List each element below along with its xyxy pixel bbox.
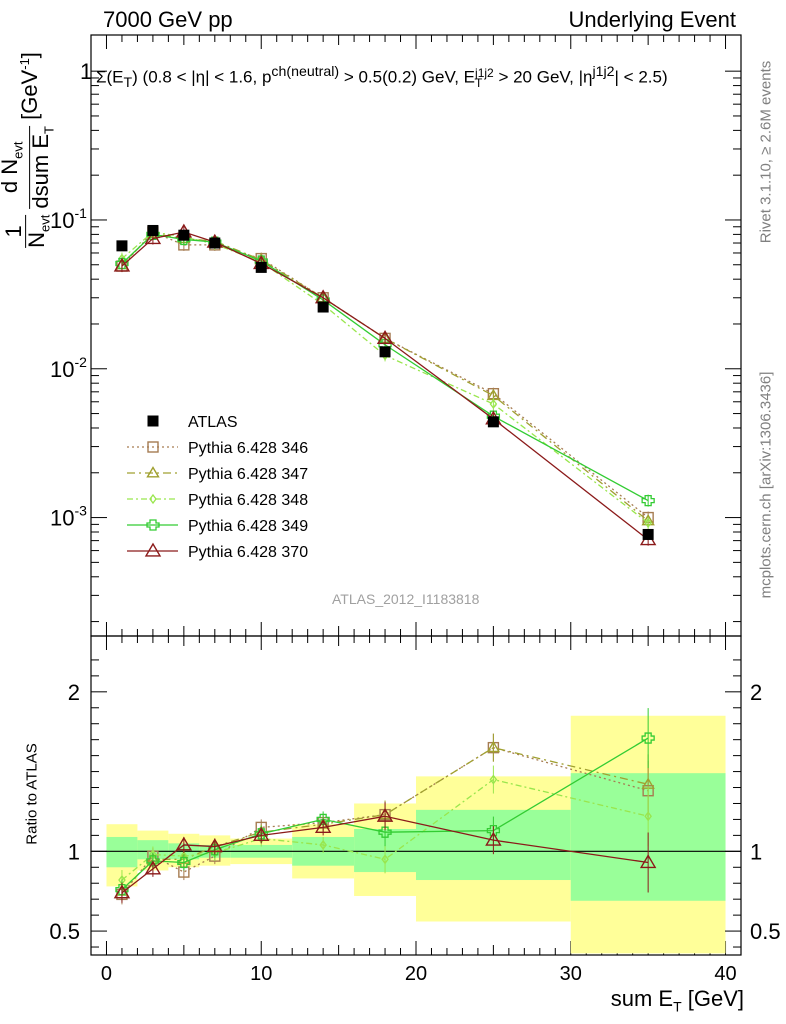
- atlas-data-point: [487, 416, 499, 428]
- y-tick-label: 10-2: [50, 354, 87, 382]
- ratio-data-point: [486, 740, 501, 753]
- x-tick-label: 0: [101, 963, 112, 985]
- header-right: Underlying Event: [568, 7, 736, 32]
- main-data-point: [489, 398, 498, 410]
- legend-marker: [149, 493, 157, 505]
- ratio-data-point: [381, 854, 389, 865]
- uncertainty-band-inner: [106, 836, 138, 868]
- ratio-y-tick-label-right: 0.5: [750, 919, 781, 944]
- atlas-data-point: [178, 229, 190, 241]
- ratio-data-point: [253, 826, 270, 841]
- atlas-data-point: [379, 346, 391, 358]
- ratio-data-point: [489, 774, 498, 785]
- watermark: ATLAS_2012_I1183818: [332, 591, 480, 607]
- main-data-point: [113, 257, 131, 272]
- legend-marker: [146, 466, 160, 478]
- ratio-data-point: [144, 860, 162, 875]
- atlas-data-point: [147, 224, 159, 236]
- legend-label: Pythia 6.428 349: [188, 518, 308, 535]
- y-tick-label: 1: [80, 59, 92, 84]
- ratio-y-tick-label-right: 1: [750, 839, 762, 864]
- atlas-data-point: [317, 301, 329, 313]
- ratio-y-axis-label: Ratio to ATLAS: [23, 743, 41, 845]
- ratio-data-point: [113, 884, 131, 899]
- legend-label: Pythia 6.428 346: [188, 440, 308, 457]
- ratio-data-point: [319, 839, 327, 851]
- legend-marker: [144, 542, 162, 557]
- ratio-data-point: [254, 828, 268, 840]
- ratio-plot-panel: 0 10 20 30 40 0.5 0.5 1 1 2 2: [49, 635, 781, 985]
- ratio-data-point: [376, 807, 394, 822]
- main-data-point: [641, 494, 655, 507]
- atlas-data-point: [642, 528, 654, 540]
- main-data-point: [144, 230, 162, 245]
- x-tick-label: 40: [714, 963, 736, 985]
- legend-marker: [147, 415, 159, 427]
- ratio-data-point: [115, 883, 129, 896]
- ratio-y-tick-label: 0.5: [49, 919, 80, 944]
- main-series-line: [121, 231, 649, 524]
- main-data-point: [376, 330, 394, 344]
- x-tick-label: 30: [560, 963, 582, 985]
- legend-label: Pythia 6.428 370: [188, 544, 308, 561]
- ratio-data-point: [485, 831, 502, 846]
- main-data-point: [115, 257, 129, 270]
- ratio-y-tick-label: 2: [68, 680, 80, 705]
- main-plot-panel: 10-3 10-2 10-1 1 ATLAS Pythia 6.428 346 Pythia…: [50, 34, 742, 955]
- ratio-data-point: [644, 811, 652, 822]
- legend-label: ATLAS: [188, 414, 238, 431]
- ratio-plot-frame: [90, 635, 742, 956]
- ratio-data-point: [206, 838, 224, 853]
- ratio-data-point: [314, 819, 332, 833]
- legend-marker: [146, 519, 160, 531]
- ratio-y-tick-label: 1: [68, 839, 80, 864]
- rivet-label: Rivet 3.1.10, ≥ 2.6M events: [757, 60, 775, 244]
- ratio-data-point: [378, 826, 392, 838]
- x-tick-label: 20: [405, 963, 427, 985]
- atlas-data-point: [255, 261, 267, 273]
- ratio-data-point: [177, 856, 191, 869]
- legend-marker: [147, 441, 159, 453]
- x-axis-label: sum ET [GeV]: [610, 986, 744, 1015]
- y-tick-label: 10-1: [50, 205, 87, 233]
- x-tick-label: 10: [250, 963, 272, 985]
- ratio-data-point: [208, 844, 222, 856]
- mcplots-label: mcplots.cern.ch [arXiv:1306.3436]: [757, 371, 775, 599]
- ratio-y-tick-label-right: 2: [750, 680, 762, 705]
- header-left: 7000 GeV pp: [103, 7, 233, 32]
- atlas-data-point: [116, 240, 128, 252]
- ratio-data-point: [175, 836, 193, 851]
- main-plot-title: Σ(ET) (0.8 < |η| < 1.6, pch(neutral) > 0…: [96, 64, 668, 92]
- atlas-data-point: [209, 237, 221, 249]
- legend-label: Pythia 6.428 348: [188, 492, 308, 509]
- legend: ATLAS Pythia 6.428 346 Pythia 6.428 347 Pyt…: [127, 414, 308, 561]
- ratio-data-point: [639, 854, 657, 869]
- main-series-line: [121, 233, 649, 502]
- y-tick-label: 10-3: [50, 503, 87, 531]
- legend-label: Pythia 6.428 347: [188, 466, 308, 483]
- ratio-data-point: [486, 824, 501, 837]
- ratio-data-point: [641, 732, 655, 744]
- main-data-point: [644, 517, 652, 529]
